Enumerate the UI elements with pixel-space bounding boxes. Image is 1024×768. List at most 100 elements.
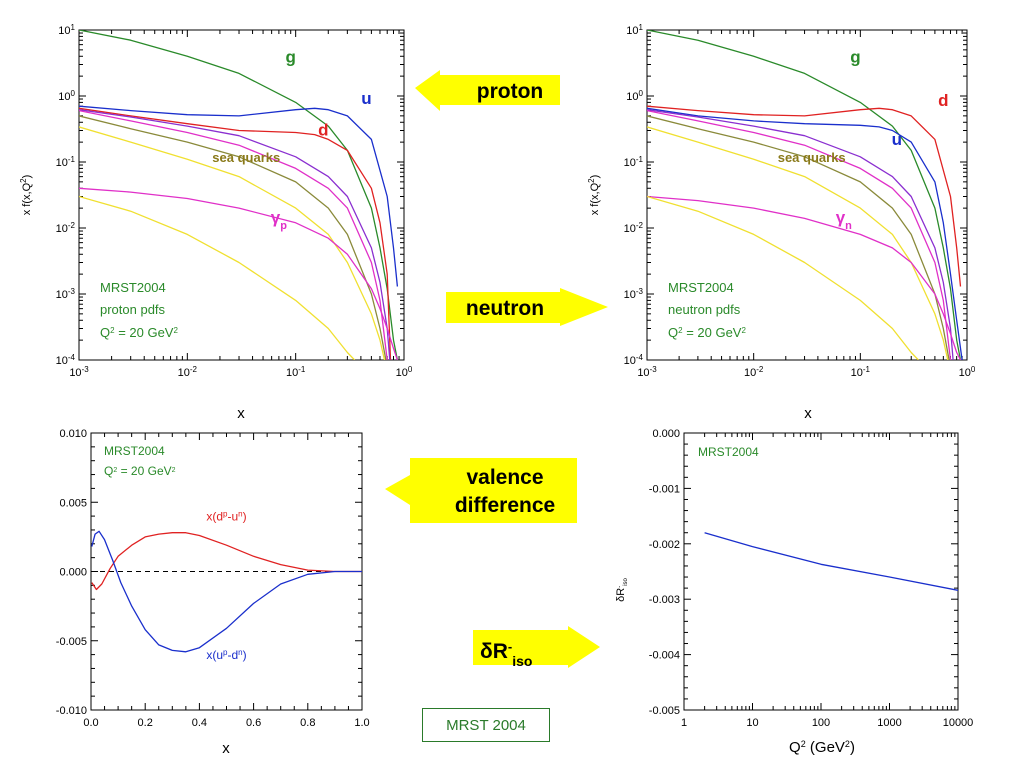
curve-label-1: d bbox=[938, 91, 948, 110]
y-tick-label: 100 bbox=[58, 89, 75, 104]
callout-arrow-left bbox=[415, 70, 560, 111]
y-axis-label: x f(x,Q2) bbox=[587, 175, 602, 216]
x-axis-label: x bbox=[222, 740, 230, 757]
y-tick-label: 10-4 bbox=[56, 353, 76, 368]
curve-label-3: sea quarks bbox=[778, 150, 846, 165]
curve-label-0: x(dp-un) bbox=[206, 509, 246, 524]
x-tick-label: 10-1 bbox=[851, 365, 871, 380]
series-line-5 bbox=[79, 115, 387, 360]
series-group bbox=[91, 530, 362, 653]
annotation-line1: MRST2004 bbox=[104, 444, 165, 458]
series-line-0 bbox=[91, 532, 362, 591]
callout-arrow-right bbox=[446, 288, 608, 326]
series-line-4 bbox=[647, 109, 952, 360]
annotation-line1: MRST2004 bbox=[698, 445, 759, 459]
series-group bbox=[647, 30, 963, 360]
curve-label-3: sea quarks bbox=[212, 150, 280, 165]
annotation-q2: Q2 = 20 GeV2 bbox=[100, 325, 178, 340]
series-line-3 bbox=[79, 109, 391, 360]
series-group bbox=[704, 532, 958, 591]
axis-ticks: 1 10 100 1000 10000 -0.005 -0.004 -0.003 -0.002 -… bbox=[649, 428, 974, 729]
x-tick-label: 10 bbox=[746, 717, 758, 729]
series-line-3 bbox=[647, 109, 954, 360]
x-axis-label: Q2 (GeV2) bbox=[789, 739, 855, 756]
x-tick-label: 10-2 bbox=[744, 365, 764, 380]
series-line-1 bbox=[79, 105, 399, 287]
delta-r-callout: δR-iso bbox=[473, 626, 600, 669]
y-tick-label: -0.004 bbox=[649, 650, 680, 662]
y-tick-label: -0.002 bbox=[649, 539, 680, 551]
valence-difference-chart: 0.0 0.2 0.4 0.6 0.8 1.0 -0.010 -0.005 0.000 0.005… bbox=[56, 428, 370, 757]
series-line-2 bbox=[647, 107, 963, 360]
curve-label-1: u bbox=[361, 89, 371, 108]
axis-ticks: 0.0 0.2 0.4 0.6 0.8 1.0 -0.010 -0.005 0.000 0.005… bbox=[56, 428, 370, 729]
series-line-2 bbox=[79, 107, 392, 360]
series-group bbox=[79, 30, 399, 360]
x-tick-label: 1 bbox=[681, 717, 687, 729]
x-tick-label: 100 bbox=[396, 365, 413, 380]
series-line-0 bbox=[647, 30, 962, 360]
plot-frame bbox=[683, 432, 959, 711]
y-tick-label: 10-3 bbox=[624, 287, 644, 302]
x-tick-label: 10-3 bbox=[69, 365, 89, 380]
series-line-5 bbox=[647, 115, 950, 360]
curve-label-1: x(up-dn) bbox=[206, 647, 246, 662]
y-tick-label: 10-4 bbox=[624, 353, 644, 368]
plot-frame bbox=[646, 29, 968, 361]
y-tick-label: 101 bbox=[58, 23, 75, 38]
series-line-0 bbox=[704, 532, 958, 591]
x-axis-label: x bbox=[804, 405, 812, 422]
y-tick-label: 10-1 bbox=[56, 155, 76, 170]
callout-label: proton bbox=[477, 80, 543, 103]
y-tick-label: -0.010 bbox=[56, 705, 87, 717]
y-tick-label: 100 bbox=[626, 89, 643, 104]
x-tick-label: 0.2 bbox=[138, 717, 153, 729]
valence-callout: valence difference bbox=[385, 458, 577, 523]
proton-callout: proton bbox=[415, 70, 560, 111]
y-tick-label: 0.010 bbox=[59, 428, 87, 440]
x-tick-label: 10-3 bbox=[637, 365, 657, 380]
x-tick-label: 0.6 bbox=[246, 717, 261, 729]
annotation-line2: proton pdfs bbox=[100, 302, 166, 317]
plot-frame bbox=[78, 29, 405, 361]
x-tick-label: 0.8 bbox=[300, 717, 315, 729]
x-tick-label: 1.0 bbox=[354, 717, 369, 729]
y-tick-label: 10-2 bbox=[624, 221, 644, 236]
y-tick-label: -0.005 bbox=[649, 705, 680, 717]
x-tick-label: 100 bbox=[959, 365, 976, 380]
x-tick-label: 10-2 bbox=[178, 365, 198, 380]
x-tick-label: 100 bbox=[812, 717, 830, 729]
series-line-8 bbox=[79, 195, 356, 360]
callout-label: δR-iso bbox=[480, 639, 532, 670]
x-tick-label: 10-1 bbox=[286, 365, 306, 380]
annotation-line1: MRST2004 bbox=[100, 280, 166, 295]
curve-label-2: d bbox=[318, 121, 328, 140]
y-tick-label: 0.000 bbox=[652, 428, 680, 440]
x-tick-label: 10000 bbox=[943, 717, 974, 729]
series-line-1 bbox=[647, 105, 962, 287]
y-tick-label: 0.000 bbox=[59, 567, 87, 579]
y-tick-label: 10-3 bbox=[56, 287, 76, 302]
x-tick-label: 0.0 bbox=[83, 717, 98, 729]
y-tick-label: -0.001 bbox=[649, 483, 680, 495]
x-tick-label: 0.4 bbox=[192, 717, 207, 729]
annotation-q2: Q2 = 20 GeV2 bbox=[668, 325, 746, 340]
series-line-6 bbox=[647, 126, 949, 360]
series-line-1 bbox=[91, 530, 362, 653]
annotation-line2: neutron pdfs bbox=[668, 302, 741, 317]
curve-label-0: g bbox=[286, 48, 296, 67]
x-axis-label: x bbox=[237, 405, 245, 422]
curve-labels: g u d sea quarks γp bbox=[212, 48, 371, 232]
x-tick-label: 1000 bbox=[877, 717, 901, 729]
y-tick-label: 10-1 bbox=[624, 155, 644, 170]
y-tick-label: 10-2 bbox=[56, 221, 76, 236]
curve-label-4: γp bbox=[271, 208, 287, 232]
neutron-callout: neutron bbox=[446, 288, 608, 326]
y-tick-label: -0.003 bbox=[649, 594, 680, 606]
curve-labels: g d u sea quarks γn bbox=[778, 48, 949, 232]
